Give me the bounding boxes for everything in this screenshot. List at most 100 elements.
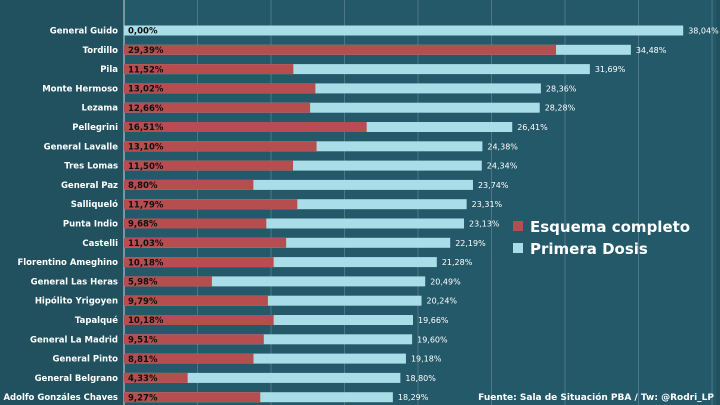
bar-esquema-completo (124, 64, 294, 75)
legend: Esquema completo Primera Dosis (513, 218, 690, 258)
bar-primera-dosis (124, 218, 465, 229)
bar-esquema-completo (124, 102, 311, 113)
bar-primera-dosis (124, 353, 406, 364)
bar-esquema-completo (124, 199, 298, 210)
bar-primera-dosis (124, 334, 413, 345)
category-label: General Belgrano (35, 374, 119, 384)
bar-esquema-completo (124, 179, 254, 190)
data-label-primera-dosis: 18,29% (398, 393, 429, 402)
data-label-primera-dosis: 23,31% (472, 200, 503, 209)
data-label-primera-dosis: 34,48% (636, 46, 667, 55)
data-label-esquema-completo: 9,68% (128, 220, 158, 230)
category-label: Tres Lomas (64, 162, 118, 172)
bar-primera-dosis (124, 276, 426, 287)
bar-primera-dosis (124, 83, 541, 94)
bar-primera-dosis (124, 295, 422, 306)
data-label-primera-dosis: 28,36% (546, 84, 577, 93)
category-label: Punta Indio (63, 220, 118, 230)
data-label-primera-dosis: 22,19% (455, 239, 486, 248)
data-label-esquema-completo: 10,18% (128, 316, 164, 326)
bar-esquema-completo (124, 315, 274, 325)
data-label-esquema-completo: 29,39% (128, 46, 164, 56)
bar-primera-dosis (124, 372, 401, 383)
bar-esquema-completo (124, 122, 367, 132)
data-label-primera-dosis: 20,49% (430, 277, 461, 286)
category-label: Lezama (82, 104, 119, 114)
category-label: General Las Heras (31, 277, 118, 287)
category-label: Tapalqué (75, 315, 118, 326)
category-label: Castelli (82, 239, 118, 249)
data-label-primera-dosis: 18,80% (405, 374, 436, 383)
bar-esquema-completo (124, 353, 254, 364)
bar-esquema-completo (124, 276, 212, 287)
data-label-primera-dosis: 31,69% (595, 65, 626, 74)
data-label-primera-dosis: 38,04% (688, 27, 719, 36)
category-label: General Guido (50, 27, 118, 37)
bar-esquema-completo (124, 83, 316, 94)
category-label: Pellegrini (72, 123, 118, 133)
data-label-esquema-completo: 11,50% (128, 162, 164, 172)
data-label-esquema-completo: 8,81% (128, 355, 158, 365)
bar-primera-dosis (124, 257, 437, 268)
data-label-esquema-completo: 11,79% (128, 200, 164, 210)
data-label-esquema-completo: 0,00% (128, 27, 158, 37)
data-label-esquema-completo: 13,10% (128, 143, 164, 153)
data-label-primera-dosis: 23,13% (469, 220, 500, 229)
bar-primera-dosis (124, 102, 540, 113)
bar-esquema-completo (124, 141, 317, 152)
data-label-esquema-completo: 8,80% (128, 181, 158, 191)
bar-esquema-completo (124, 257, 274, 268)
category-label: Adolfo Gonzáles Chaves (3, 393, 118, 403)
bar-esquema-completo (124, 295, 268, 306)
legend-swatch-esquema-completo (513, 221, 523, 231)
source-annotation: Fuente: Sala de Situación PBA / Tw: @Rod… (478, 392, 714, 403)
legend-label-esquema-completo: Esquema completo (530, 218, 690, 236)
data-label-primera-dosis: 19,60% (417, 335, 448, 344)
data-label-esquema-completo: 10,18% (128, 258, 164, 268)
data-label-esquema-completo: 9,79% (128, 297, 158, 307)
data-label-esquema-completo: 9,27% (128, 393, 158, 403)
bar-esquema-completo (124, 334, 264, 345)
data-label-esquema-completo: 9,51% (128, 336, 158, 346)
data-label-primera-dosis: 21,28% (442, 258, 473, 267)
bar-esquema-completo (124, 160, 294, 171)
data-label-esquema-completo: 16,51% (128, 123, 164, 133)
data-label-primera-dosis: 19,66% (418, 316, 449, 325)
category-label: Florentino Ameghino (17, 258, 118, 268)
data-label-primera-dosis: 26,41% (517, 123, 548, 132)
bar-esquema-completo (124, 44, 557, 55)
bar-esquema-completo (124, 218, 267, 229)
bar-esquema-completo (124, 372, 188, 383)
bar-esquema-completo (124, 237, 287, 248)
bar-primera-dosis (124, 25, 684, 36)
category-label: Salliqueló (71, 199, 118, 210)
category-label: General Pinto (53, 355, 119, 365)
data-label-primera-dosis: 24,34% (487, 162, 518, 171)
bar-primera-dosis (124, 64, 590, 75)
category-label: Monte Hermoso (42, 84, 118, 94)
data-label-esquema-completo: 4,33% (128, 374, 158, 384)
bar-primera-dosis (124, 160, 482, 171)
labels: General Guido 0,00% 38,04% Tordillo 29,39% 34… (3, 27, 719, 404)
category-label: General La Madrid (30, 335, 118, 345)
category-label: General Lavalle (44, 142, 119, 152)
data-label-primera-dosis: 19,18% (411, 355, 442, 364)
category-label: Pila (100, 65, 118, 75)
data-label-primera-dosis: 20,24% (427, 297, 458, 306)
data-label-esquema-completo: 11,52% (128, 65, 164, 75)
data-label-esquema-completo: 5,98% (128, 278, 158, 288)
category-label: General Paz (61, 181, 118, 191)
data-label-primera-dosis: 24,38% (487, 142, 518, 151)
bars (124, 25, 684, 403)
legend-swatch-primera-dosis (513, 243, 523, 253)
data-label-esquema-completo: 12,66% (128, 104, 164, 114)
category-label: Tordillo (83, 46, 119, 56)
legend-label-primera-dosis: Primera Dosis (530, 240, 648, 258)
data-label-primera-dosis: 28,28% (545, 104, 576, 113)
data-label-esquema-completo: 13,02% (128, 85, 164, 95)
category-label: Hipólito Yrigoyen (35, 296, 118, 307)
bar-primera-dosis (124, 179, 473, 190)
data-label-esquema-completo: 11,03% (128, 239, 164, 249)
